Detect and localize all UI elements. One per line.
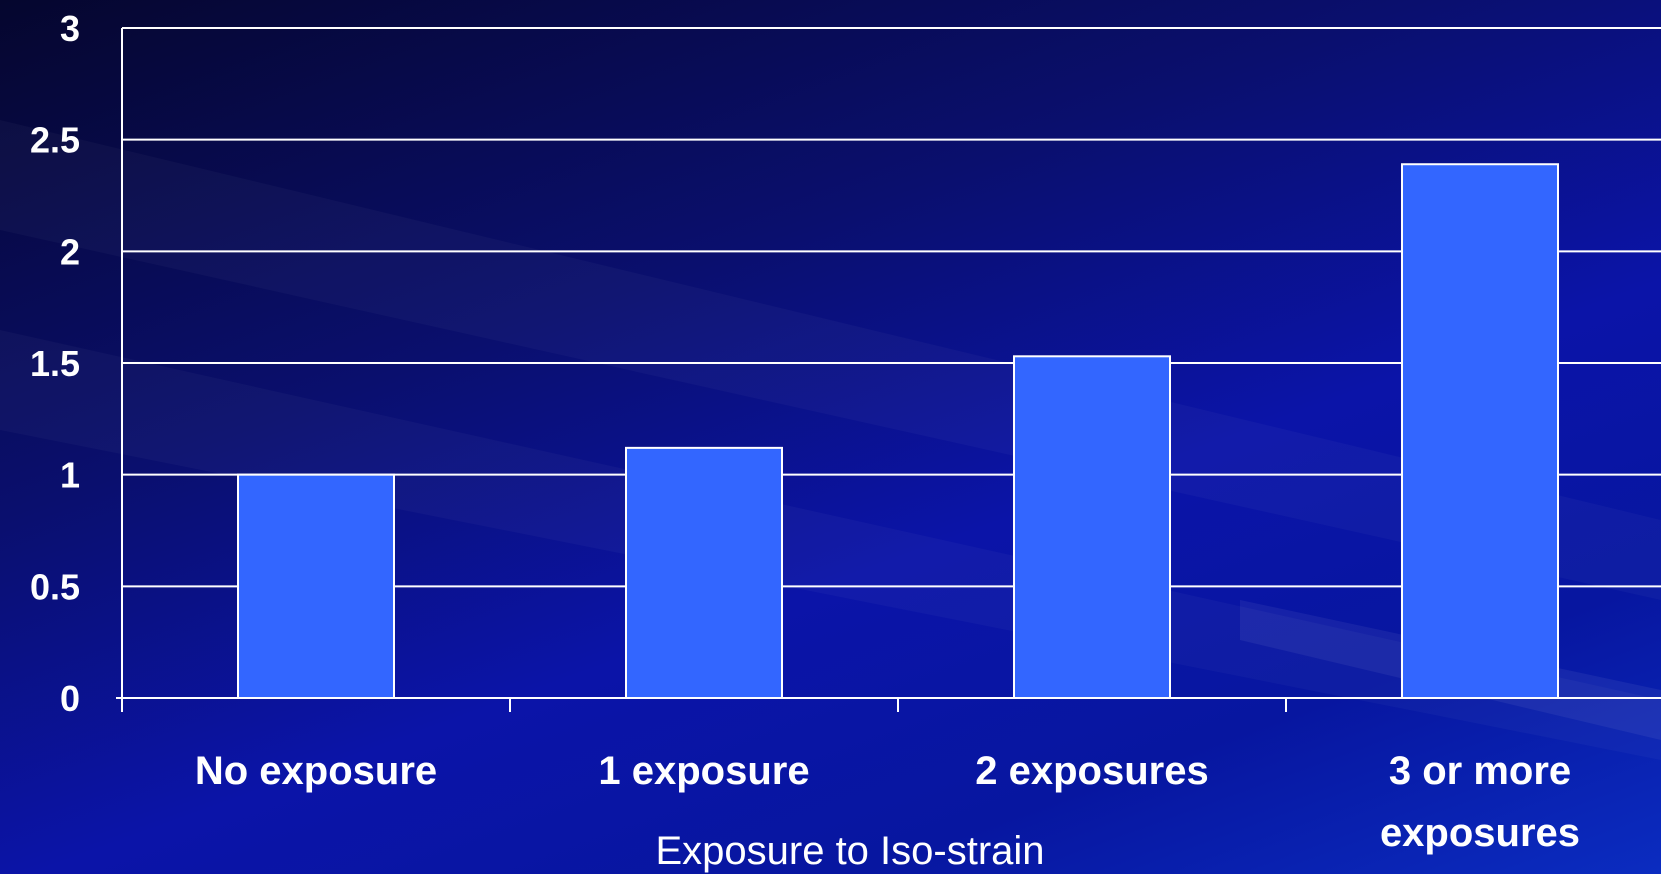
y-tick-label: 1 (60, 455, 80, 496)
bar-4 (1401, 163, 1559, 699)
x-category-label: 2 exposures (975, 749, 1208, 793)
y-tick-label: 2 (60, 231, 80, 272)
x-category-label: 3 or more exposures (1380, 749, 1580, 855)
x-category-labels: No exposure 1 exposure 2 exposures 3 or mor… (195, 749, 1580, 855)
y-tick-labels: 0 0.5 1 1.5 2 2.5 3 (30, 8, 80, 719)
bar-2 (625, 446, 783, 699)
x-category-label-line: 1 exposure (598, 749, 809, 793)
y-tick-label: 0.5 (30, 566, 80, 607)
x-axis-title: Exposure to Iso-strain (655, 829, 1044, 873)
y-tick-label: 0 (60, 678, 80, 719)
x-category-label: No exposure (195, 749, 437, 793)
x-category-label-line: 2 exposures (975, 749, 1208, 793)
x-category-label-line: exposures (1380, 811, 1580, 855)
x-category-label-line: 3 or more (1389, 749, 1571, 793)
y-tick-label: 1.5 (30, 343, 80, 384)
y-tick-label: 3 (60, 8, 80, 49)
y-tick-label: 2.5 (30, 120, 80, 161)
x-category-label-line: No exposure (195, 749, 437, 793)
x-category-label: 1 exposure (598, 749, 809, 793)
bar-1 (237, 473, 395, 699)
bar-3 (1013, 355, 1171, 699)
axes (116, 28, 1661, 712)
bars (237, 163, 1559, 699)
